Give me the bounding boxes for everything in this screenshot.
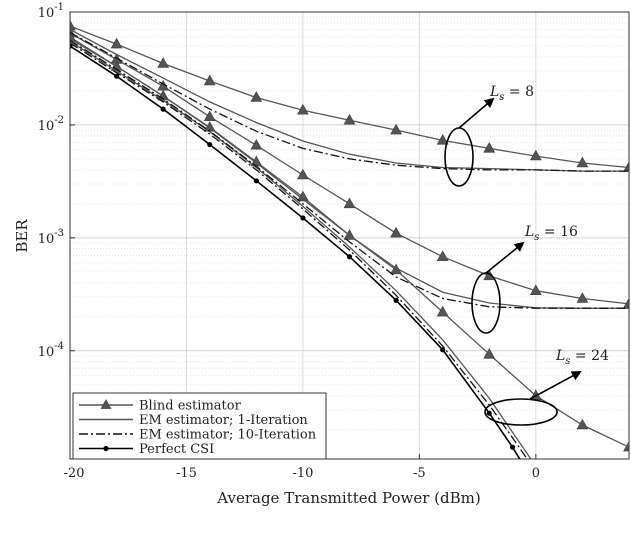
triangle-marker [623,161,629,172]
triangle-marker [297,190,309,202]
annotation-label: Ls = 24 [555,348,609,367]
series-line [70,45,521,459]
x-tick-label: -5 [413,466,426,481]
legend-label: EM estimator; 10-Iteration [139,428,317,443]
legend-label: Blind estimator [139,399,242,414]
triangle-marker [576,156,589,168]
y-axis-label: BER [13,219,31,253]
dot-marker [70,43,73,49]
dot-marker [440,347,446,353]
triangle-marker [297,168,309,180]
x-tick-label: -20 [64,466,85,481]
triangle-marker [70,19,76,31]
triangle-marker [623,440,629,452]
triangle-marker [297,103,309,115]
dot-marker [393,297,399,303]
triangle-marker [483,269,496,281]
series-line [70,39,629,309]
legend-label: Perfect CSI [139,442,214,457]
legend-item: EM estimator; 10-Iteration [79,428,317,443]
annotation-label: Ls = 16 [524,224,578,243]
x-tick-label: 0 [532,466,540,481]
dot-marker [522,464,527,469]
dot-marker [160,106,166,112]
annotation-ellipse-ls24 [484,398,558,426]
plot-frame [69,11,630,460]
x-axis-label: Average Transmitted Power (dBm) [216,489,480,507]
triangle-marker [576,292,589,303]
triangle-marker [483,347,496,359]
series-perfect-csi [70,43,527,469]
annotation-label: Ls = 8 [489,84,534,103]
annotation-arrow-ls24 [529,371,582,400]
annotation-ellipse-ls16 [471,272,501,334]
dot-marker [253,178,259,184]
triangle-marker [203,74,216,86]
legend-item: Perfect CSI [79,442,214,457]
series-em-estimator-10-iteration [70,31,629,459]
annotation-ellipse-ls8 [444,127,474,187]
x-ticks: -20 -15 -10 -5 0 [64,454,540,481]
x-tick-label: -10 [292,466,313,481]
y-ticks: 10-1 10-2 10-3 10-4 [38,2,75,360]
dot-marker [207,141,213,148]
triangle-marker [436,250,449,261]
triangle-marker [390,123,402,135]
annotations [444,97,582,426]
triangle-marker [343,197,356,209]
annotation-labels: Ls = 8 Ls = 16 Ls = 24 [489,84,609,367]
series-line [70,31,629,172]
annotation-arrow-ls16 [485,241,525,274]
triangle-marker [343,113,356,125]
triangle-marker [110,37,123,49]
triangle-marker [576,418,589,430]
y-tick-label: 10-3 [38,228,64,247]
dot-marker [103,445,109,452]
triangle-marker [203,110,216,122]
triangle-marker [390,226,402,238]
triangle-marker [529,284,542,295]
y-tick-label: 10-1 [38,2,64,21]
dot-marker [346,254,353,260]
legend-item: Blind estimator [79,399,242,414]
legend-label: EM estimator; 1-Iteration [139,413,308,428]
triangle-marker [250,138,263,150]
triangle-marker [436,134,449,145]
triangle-marker [436,305,449,317]
y-tick-label: 10-2 [38,115,64,134]
dot-marker [113,73,120,79]
triangle-marker [483,142,496,153]
dot-marker [300,215,306,221]
x-tick-label: -15 [176,466,197,481]
dot-marker [509,444,516,450]
dot-marker [486,410,492,416]
y-tick-label: 10-4 [38,341,64,360]
triangle-marker [157,57,170,68]
triangle-marker [250,91,263,102]
series-line [70,38,629,309]
annotation-arrow-ls8 [458,97,495,129]
series-line [70,42,528,459]
triangle-marker [100,399,112,409]
legend-item: EM estimator; 1-Iteration [79,413,308,428]
series-line [70,25,629,169]
triangle-marker [623,297,629,309]
triangle-marker [70,30,76,42]
triangle-marker [529,149,542,161]
